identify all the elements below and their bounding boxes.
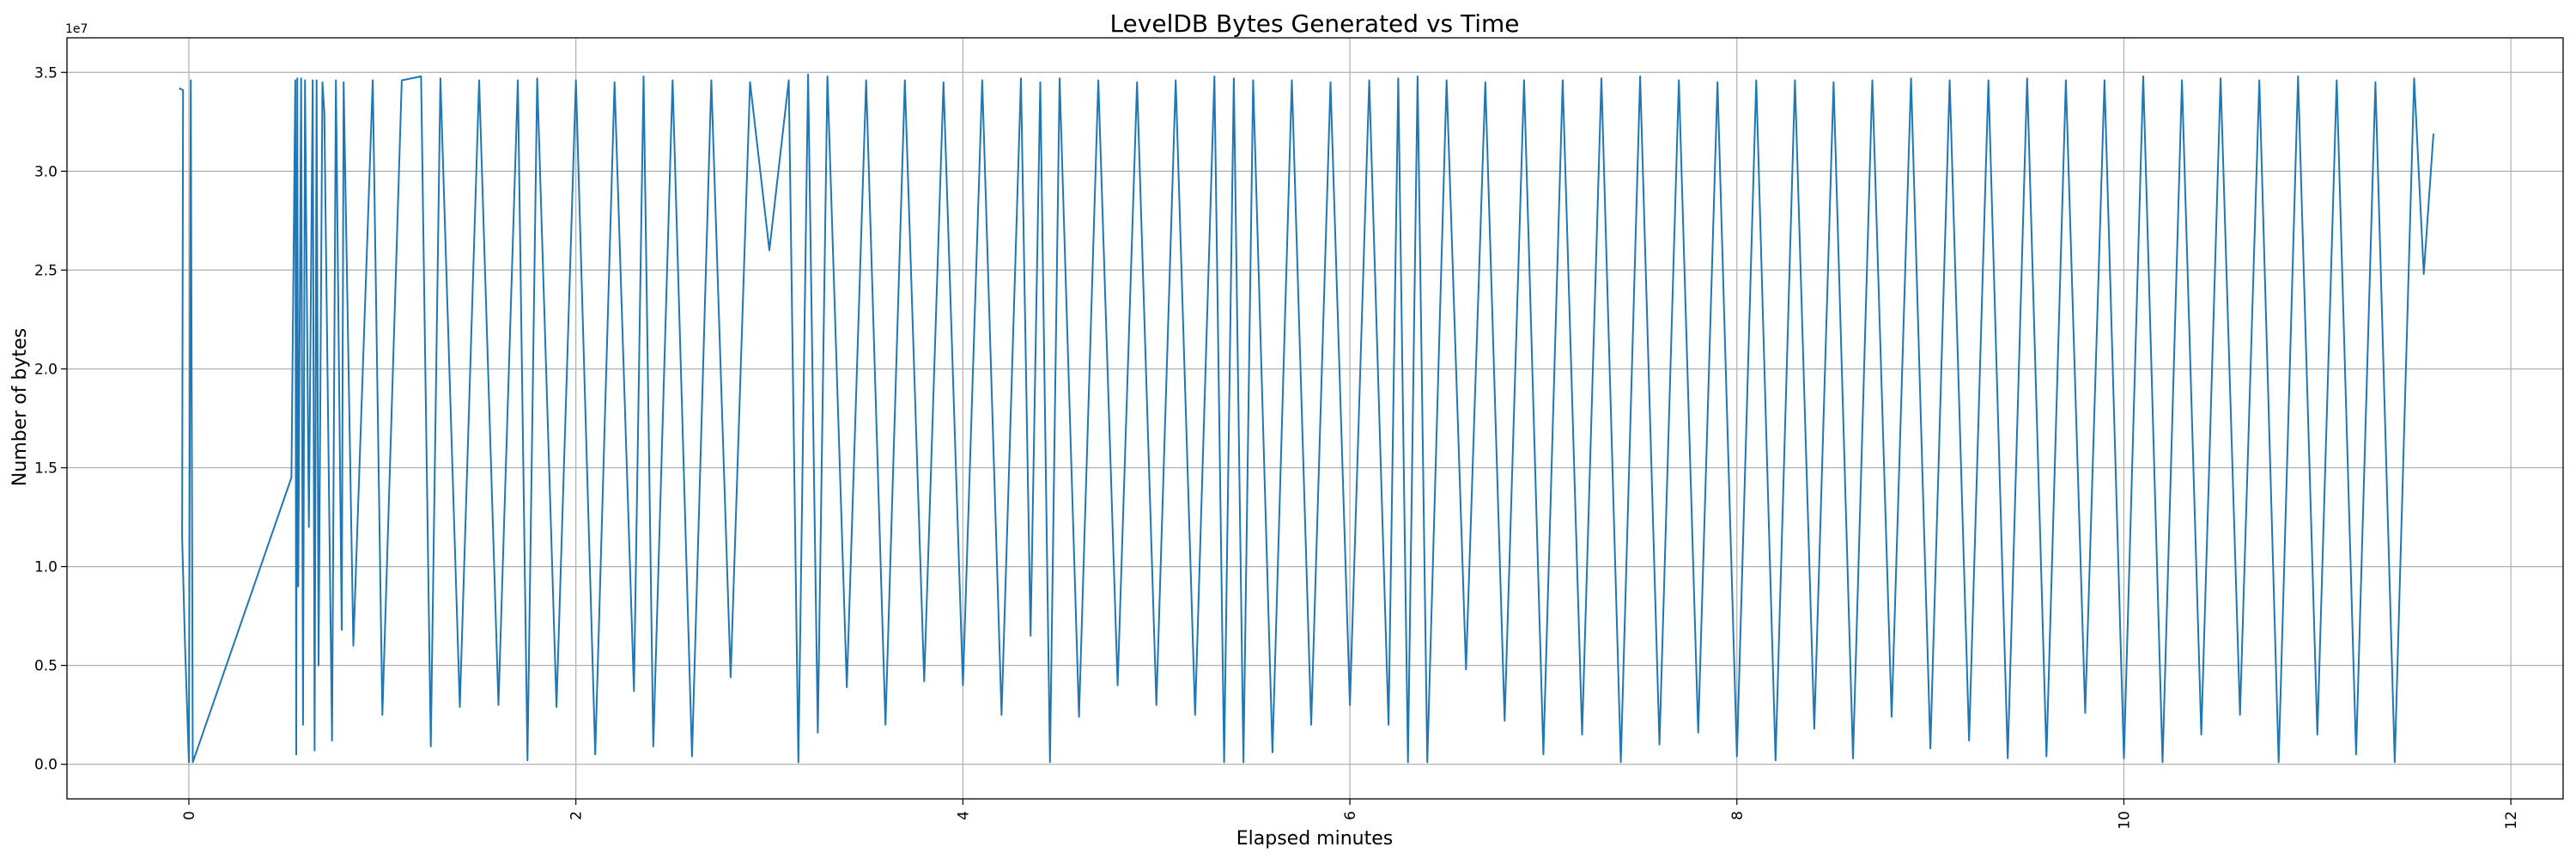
x-tick-label: 12 (2503, 811, 2520, 830)
y-tick-label: 0.0 (34, 757, 58, 774)
y-tick-label: 3.0 (34, 163, 58, 180)
series (179, 73, 2434, 764)
x-tick-label: 4 (955, 811, 972, 820)
y-tick-label: 2.5 (34, 262, 58, 279)
y-tick-label: 3.5 (34, 64, 58, 82)
x-tick-label: 10 (2116, 811, 2133, 830)
x-tick-label: 0 (181, 811, 198, 820)
chart-title: LevelDB Bytes Generated vs Time (1109, 9, 1519, 38)
x-tick-label: 6 (1342, 811, 1359, 820)
series-line-bytes (179, 73, 2434, 764)
y-tick-label: 2.0 (34, 361, 58, 378)
plot-frame (66, 37, 2564, 800)
y-tick-label: 0.5 (34, 658, 58, 675)
y-tick-label: 1.5 (34, 460, 58, 478)
x-tick-label: 2 (568, 811, 586, 820)
grid (67, 38, 2563, 799)
ticks: 0 2 4 6 8 10 12 0.0 0.5 1.0 1.5 2.0 2.5 3.0 3.5 (34, 64, 2520, 829)
y-axis-label: Number of bytes (9, 328, 31, 486)
y-offset-label: 1e7 (65, 22, 88, 36)
x-tick-label: 8 (1729, 811, 1747, 820)
x-axis-label: Elapsed minutes (1236, 828, 1393, 850)
y-tick-label: 1.0 (34, 559, 58, 576)
